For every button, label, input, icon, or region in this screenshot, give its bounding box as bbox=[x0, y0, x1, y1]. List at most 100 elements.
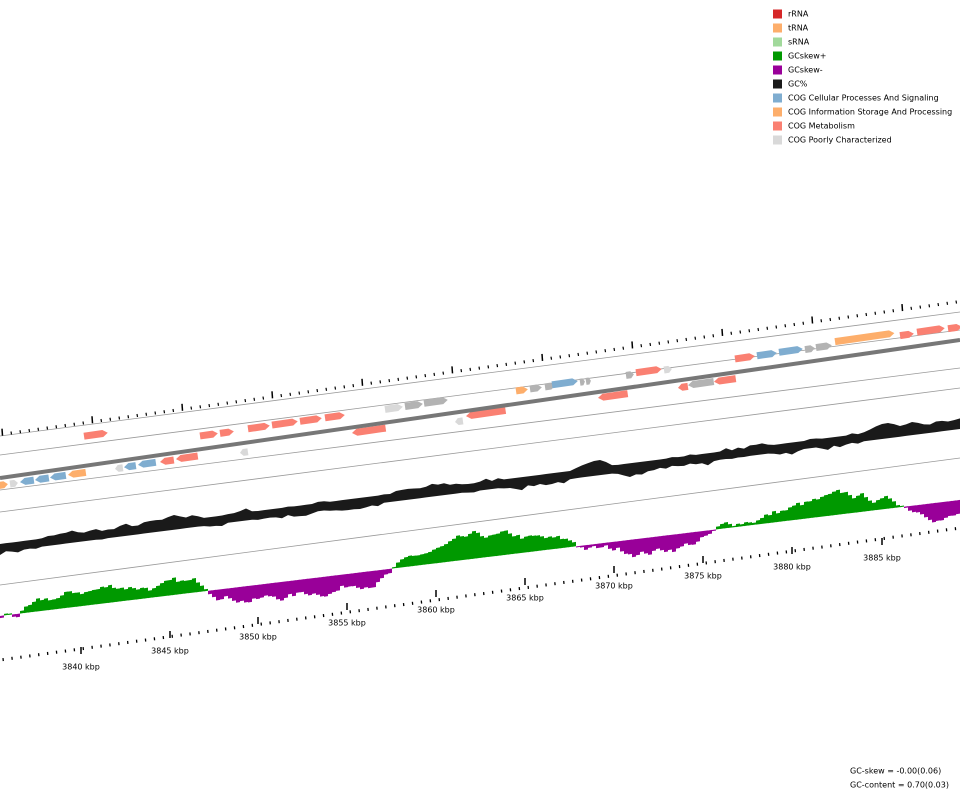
gc-skew-plot bbox=[912, 505, 916, 513]
tick bbox=[604, 349, 607, 353]
gc-skew-plot bbox=[472, 530, 476, 559]
gc-skew-plot bbox=[240, 586, 244, 602]
gc-skew-plot bbox=[468, 533, 472, 560]
gc-skew-plot bbox=[888, 498, 892, 509]
gc-skew-plot bbox=[796, 502, 800, 520]
gc-skew-plot bbox=[744, 521, 748, 527]
tick bbox=[487, 365, 490, 369]
gc-skew-plot bbox=[604, 542, 608, 546]
gc-skew-plot bbox=[488, 535, 492, 558]
gc-skew-plot bbox=[20, 610, 24, 614]
track-line bbox=[0, 457, 960, 586]
tick bbox=[676, 339, 679, 343]
gc-skew-plot bbox=[192, 578, 196, 593]
gc-skew-plot bbox=[120, 587, 124, 602]
tick bbox=[127, 415, 130, 419]
gc-skew-plot bbox=[336, 574, 340, 591]
gc-skew-plot bbox=[768, 514, 772, 524]
gc-skew-plot bbox=[528, 535, 532, 553]
gc-skew-plot bbox=[292, 580, 296, 597]
gc-skew-plot bbox=[220, 588, 224, 600]
gc-skew-plot bbox=[792, 505, 796, 521]
gc-skew-plot bbox=[76, 592, 80, 607]
tick bbox=[685, 337, 688, 342]
legend-swatch bbox=[773, 121, 782, 131]
tick bbox=[946, 301, 949, 305]
gc-skew-plot bbox=[648, 537, 652, 555]
gc-skew-plot bbox=[824, 494, 828, 517]
gc-skew-plot bbox=[216, 589, 220, 601]
legend-label: COG Information Storage And Processing bbox=[788, 108, 952, 117]
legend-swatch bbox=[773, 23, 782, 33]
gc-content-plot bbox=[0, 418, 960, 555]
gc-skew-plot bbox=[624, 540, 628, 555]
gc-skew-plot bbox=[876, 499, 880, 511]
gc-skew-plot bbox=[552, 537, 556, 550]
gc-skew-plot bbox=[96, 588, 100, 605]
gc-skew-plot bbox=[816, 499, 820, 518]
tick bbox=[289, 392, 292, 396]
gc-skew-plot bbox=[952, 500, 956, 516]
gene bbox=[625, 371, 634, 379]
tick bbox=[136, 413, 139, 418]
tick bbox=[478, 366, 481, 370]
gc-skew-plot bbox=[548, 536, 552, 550]
legend-label: tRNA bbox=[788, 24, 809, 33]
tick bbox=[631, 341, 634, 349]
gene bbox=[160, 456, 175, 465]
scale-label: 3870 kbp bbox=[595, 582, 633, 591]
gc-skew-plot bbox=[936, 502, 940, 521]
gene bbox=[404, 401, 423, 410]
tick bbox=[388, 379, 391, 383]
gc-skew-plot bbox=[880, 497, 884, 510]
tick bbox=[820, 319, 823, 323]
tick bbox=[271, 391, 274, 399]
gc-skew-plot bbox=[580, 545, 584, 548]
gc-skew-plot bbox=[608, 541, 612, 549]
tick bbox=[370, 381, 373, 385]
gene bbox=[199, 430, 218, 440]
gc-skew-plot bbox=[560, 538, 564, 549]
gc-skew-plot bbox=[176, 581, 180, 595]
gc-skew-plot bbox=[112, 587, 116, 603]
gc-skew-plot bbox=[256, 584, 260, 600]
gc-skew-plot bbox=[800, 504, 804, 520]
gc-skew-plot bbox=[536, 535, 540, 552]
gc-skew-plot bbox=[684, 532, 688, 544]
gc-skew-plot bbox=[160, 582, 164, 597]
gc-skew-plot bbox=[532, 535, 536, 552]
gene bbox=[688, 378, 715, 388]
gc-skew-plot bbox=[172, 577, 176, 596]
track-line bbox=[0, 311, 960, 437]
tick bbox=[748, 329, 751, 333]
gc-skew-plot bbox=[212, 589, 216, 598]
gc-skew-plot bbox=[12, 613, 16, 618]
gc-skew-plot bbox=[0, 615, 4, 619]
gc-skew-plot bbox=[676, 533, 680, 549]
legend-swatch bbox=[773, 37, 782, 47]
gc-skew-plot bbox=[372, 570, 376, 588]
gc-skew-plot bbox=[128, 586, 132, 601]
tick bbox=[343, 385, 346, 389]
gc-content-stat: GC-content = 0.70(0.03) bbox=[850, 781, 949, 790]
gc-skew-plot bbox=[516, 534, 520, 554]
tick bbox=[406, 376, 409, 380]
gc-skew-plot bbox=[772, 510, 776, 523]
gc-skew-plot bbox=[316, 577, 320, 596]
tick bbox=[262, 396, 265, 400]
legend-swatch bbox=[773, 107, 782, 117]
gc-skew-plot bbox=[280, 581, 284, 601]
tick bbox=[379, 380, 382, 384]
gc-skew-plot bbox=[664, 535, 668, 553]
gc-skew-plot bbox=[644, 537, 648, 554]
tick bbox=[658, 341, 661, 345]
gc-skew-plot bbox=[236, 586, 240, 603]
gc-skew-plot bbox=[512, 535, 516, 555]
gene bbox=[20, 476, 35, 485]
tick bbox=[784, 324, 787, 328]
gc-skew-stat: GC-skew = -0.00(0.06) bbox=[850, 767, 941, 776]
tick bbox=[622, 346, 625, 350]
gc-skew-plot bbox=[956, 499, 960, 515]
gc-skew-plot bbox=[136, 589, 140, 600]
